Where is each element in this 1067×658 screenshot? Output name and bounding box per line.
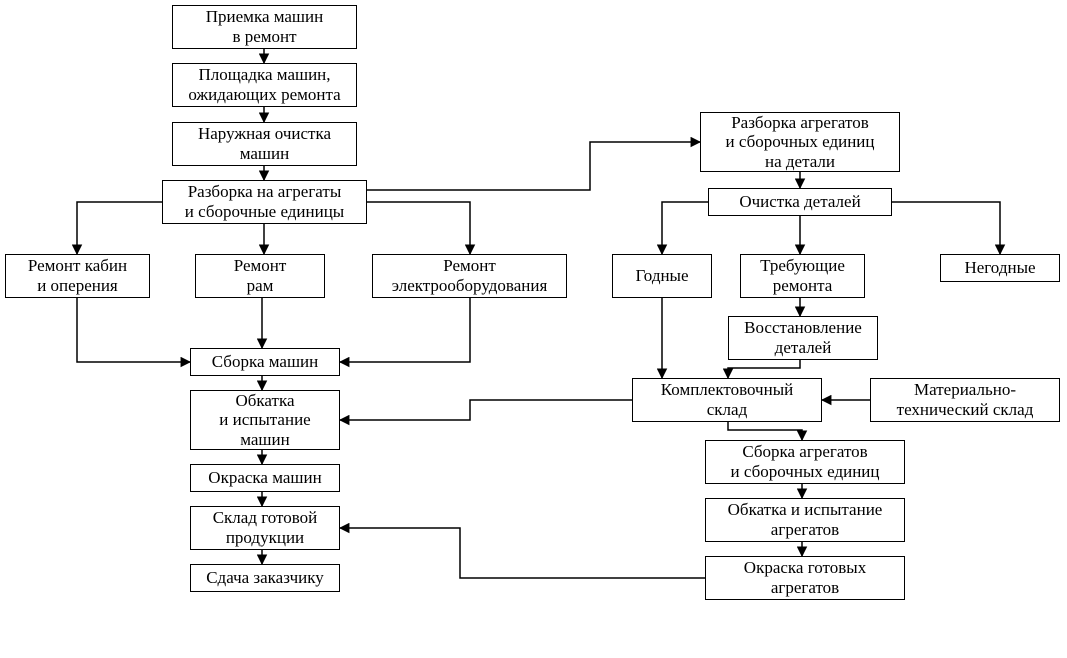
node-label: Очистка деталей — [739, 192, 860, 212]
node-label: Требующиеремонта — [760, 256, 845, 295]
node-label: Площадка машин,ожидающих ремонта — [188, 65, 340, 104]
edge-n7-n8 — [340, 298, 470, 362]
node-label: Обкатка и испытаниеагрегатов — [728, 500, 883, 539]
edge-n5-n8 — [77, 298, 190, 362]
node-label: Наружная очисткамашин — [198, 124, 331, 163]
flow-node-n20: Материально-технический склад — [870, 378, 1060, 422]
flow-node-n11: Склад готовойпродукции — [190, 506, 340, 550]
flow-node-n4: Разборка на агрегатыи сборочные единицы — [162, 180, 367, 224]
node-label: Ремонт кабини оперения — [28, 256, 127, 295]
flow-node-n21: Сборка агрегатови сборочных единиц — [705, 440, 905, 484]
edge-n14-n17 — [892, 202, 1000, 254]
node-label: Окраска готовыхагрегатов — [744, 558, 866, 597]
flow-node-n22: Обкатка и испытаниеагрегатов — [705, 498, 905, 542]
flowchart-canvas: Приемка машинв ремонт Площадка машин,ожид… — [0, 0, 1067, 658]
edge-n23-n11 — [340, 528, 705, 578]
edge-n14-n15 — [662, 202, 708, 254]
flow-node-n19: Комплектовочныйсклад — [632, 378, 822, 422]
node-label: Материально-технический склад — [897, 380, 1034, 419]
node-label: Годные — [635, 266, 688, 286]
flow-node-n16: Требующиеремонта — [740, 254, 865, 298]
edges-layer — [0, 0, 1067, 658]
flow-node-n13: Разборка агрегатови сборочных единицна д… — [700, 112, 900, 172]
flow-node-n14: Очистка деталей — [708, 188, 892, 216]
node-label: Разборка агрегатови сборочных единицна д… — [726, 113, 875, 172]
edge-n4-n13 — [367, 142, 700, 190]
flow-node-n7: Ремонтэлектрооборудования — [372, 254, 567, 298]
edge-n4-n5 — [77, 202, 162, 254]
flow-node-n6: Ремонтрам — [195, 254, 325, 298]
flow-node-n1: Приемка машинв ремонт — [172, 5, 357, 49]
flow-node-n23: Окраска готовыхагрегатов — [705, 556, 905, 600]
edge-n4-n7 — [367, 202, 470, 254]
edge-n19-n9 — [340, 400, 632, 420]
node-label: Обкаткаи испытаниемашин — [219, 391, 310, 450]
flow-node-n15: Годные — [612, 254, 712, 298]
edge-n18-n19 — [728, 360, 800, 378]
flow-node-n12: Сдача заказчику — [190, 564, 340, 592]
node-label: Сборка агрегатови сборочных единиц — [731, 442, 880, 481]
node-label: Восстановлениедеталей — [744, 318, 862, 357]
flow-node-n17: Негодные — [940, 254, 1060, 282]
node-label: Комплектовочныйсклад — [661, 380, 793, 419]
node-label: Негодные — [964, 258, 1035, 278]
flow-node-n18: Восстановлениедеталей — [728, 316, 878, 360]
node-label: Ремонтэлектрооборудования — [392, 256, 548, 295]
flow-node-n2: Площадка машин,ожидающих ремонта — [172, 63, 357, 107]
flow-node-n8: Сборка машин — [190, 348, 340, 376]
edge-n19-n21 — [728, 422, 802, 440]
node-label: Разборка на агрегатыи сборочные единицы — [185, 182, 344, 221]
node-label: Приемка машинв ремонт — [206, 7, 323, 46]
flow-node-n3: Наружная очисткамашин — [172, 122, 357, 166]
node-label: Сборка машин — [212, 352, 318, 372]
flow-node-n10: Окраска машин — [190, 464, 340, 492]
node-label: Ремонтрам — [234, 256, 287, 295]
node-label: Окраска машин — [208, 468, 321, 488]
flow-node-n5: Ремонт кабини оперения — [5, 254, 150, 298]
node-label: Склад готовойпродукции — [213, 508, 318, 547]
flow-node-n9: Обкаткаи испытаниемашин — [190, 390, 340, 450]
node-label: Сдача заказчику — [206, 568, 324, 588]
